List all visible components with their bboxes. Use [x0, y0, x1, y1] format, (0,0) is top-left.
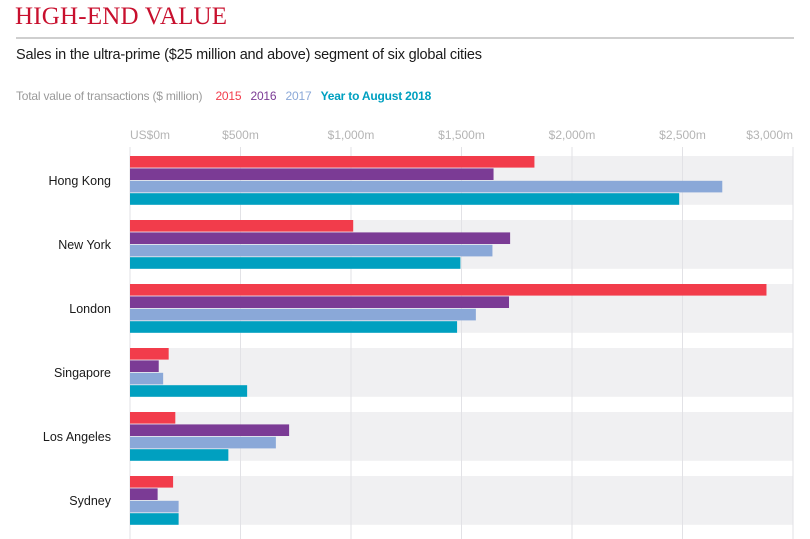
bar — [130, 296, 510, 308]
x-tick-label: $1,000m — [328, 128, 375, 142]
legend-item-2017: 2017 — [285, 89, 312, 103]
bar — [130, 500, 179, 513]
x-tick-label: $500m — [222, 128, 259, 142]
bar — [130, 513, 179, 525]
bar — [130, 360, 159, 372]
bar — [130, 257, 461, 269]
legend-item-2016: 2016 — [250, 89, 277, 103]
category-label: Sydney — [69, 494, 111, 508]
bar — [130, 284, 767, 296]
bar — [130, 168, 494, 180]
category-label: London — [69, 302, 111, 316]
category-label: New York — [58, 238, 112, 252]
bar — [130, 476, 174, 488]
bar — [130, 436, 276, 449]
legend-item-2018: Year to August 2018 — [320, 89, 432, 103]
bar — [130, 180, 723, 193]
chart-subtitle: Sales in the ultra-prime ($25 million an… — [16, 47, 482, 63]
bar — [130, 372, 164, 385]
category-label: Singapore — [54, 366, 111, 380]
title-divider — [16, 37, 794, 39]
legend: Total value of transactions ($ million) … — [16, 89, 437, 103]
x-tick-label: $2,000m — [549, 128, 596, 142]
x-tick-label: $1,500m — [438, 128, 485, 142]
chart-title: HIGH-END VALUE — [15, 3, 228, 30]
bar — [130, 244, 493, 257]
bar — [130, 488, 158, 500]
bar — [130, 232, 511, 244]
x-tick-label: US$0m — [130, 128, 170, 142]
legend-item-2015: 2015 — [215, 89, 242, 103]
bar — [130, 308, 476, 321]
x-tick-label: $2,500m — [659, 128, 706, 142]
category-label: Hong Kong — [48, 174, 111, 188]
bar — [130, 449, 229, 461]
bar — [130, 321, 458, 333]
bar — [130, 385, 248, 397]
bar — [130, 412, 176, 424]
bar — [130, 348, 169, 360]
bar — [130, 156, 535, 168]
category-label: Los Angeles — [43, 430, 111, 444]
legend-caption: Total value of transactions ($ million) — [16, 89, 203, 103]
bar — [130, 220, 354, 232]
x-tick-label: $3,000m — [746, 128, 793, 142]
bar — [130, 193, 680, 205]
bar — [130, 424, 290, 436]
